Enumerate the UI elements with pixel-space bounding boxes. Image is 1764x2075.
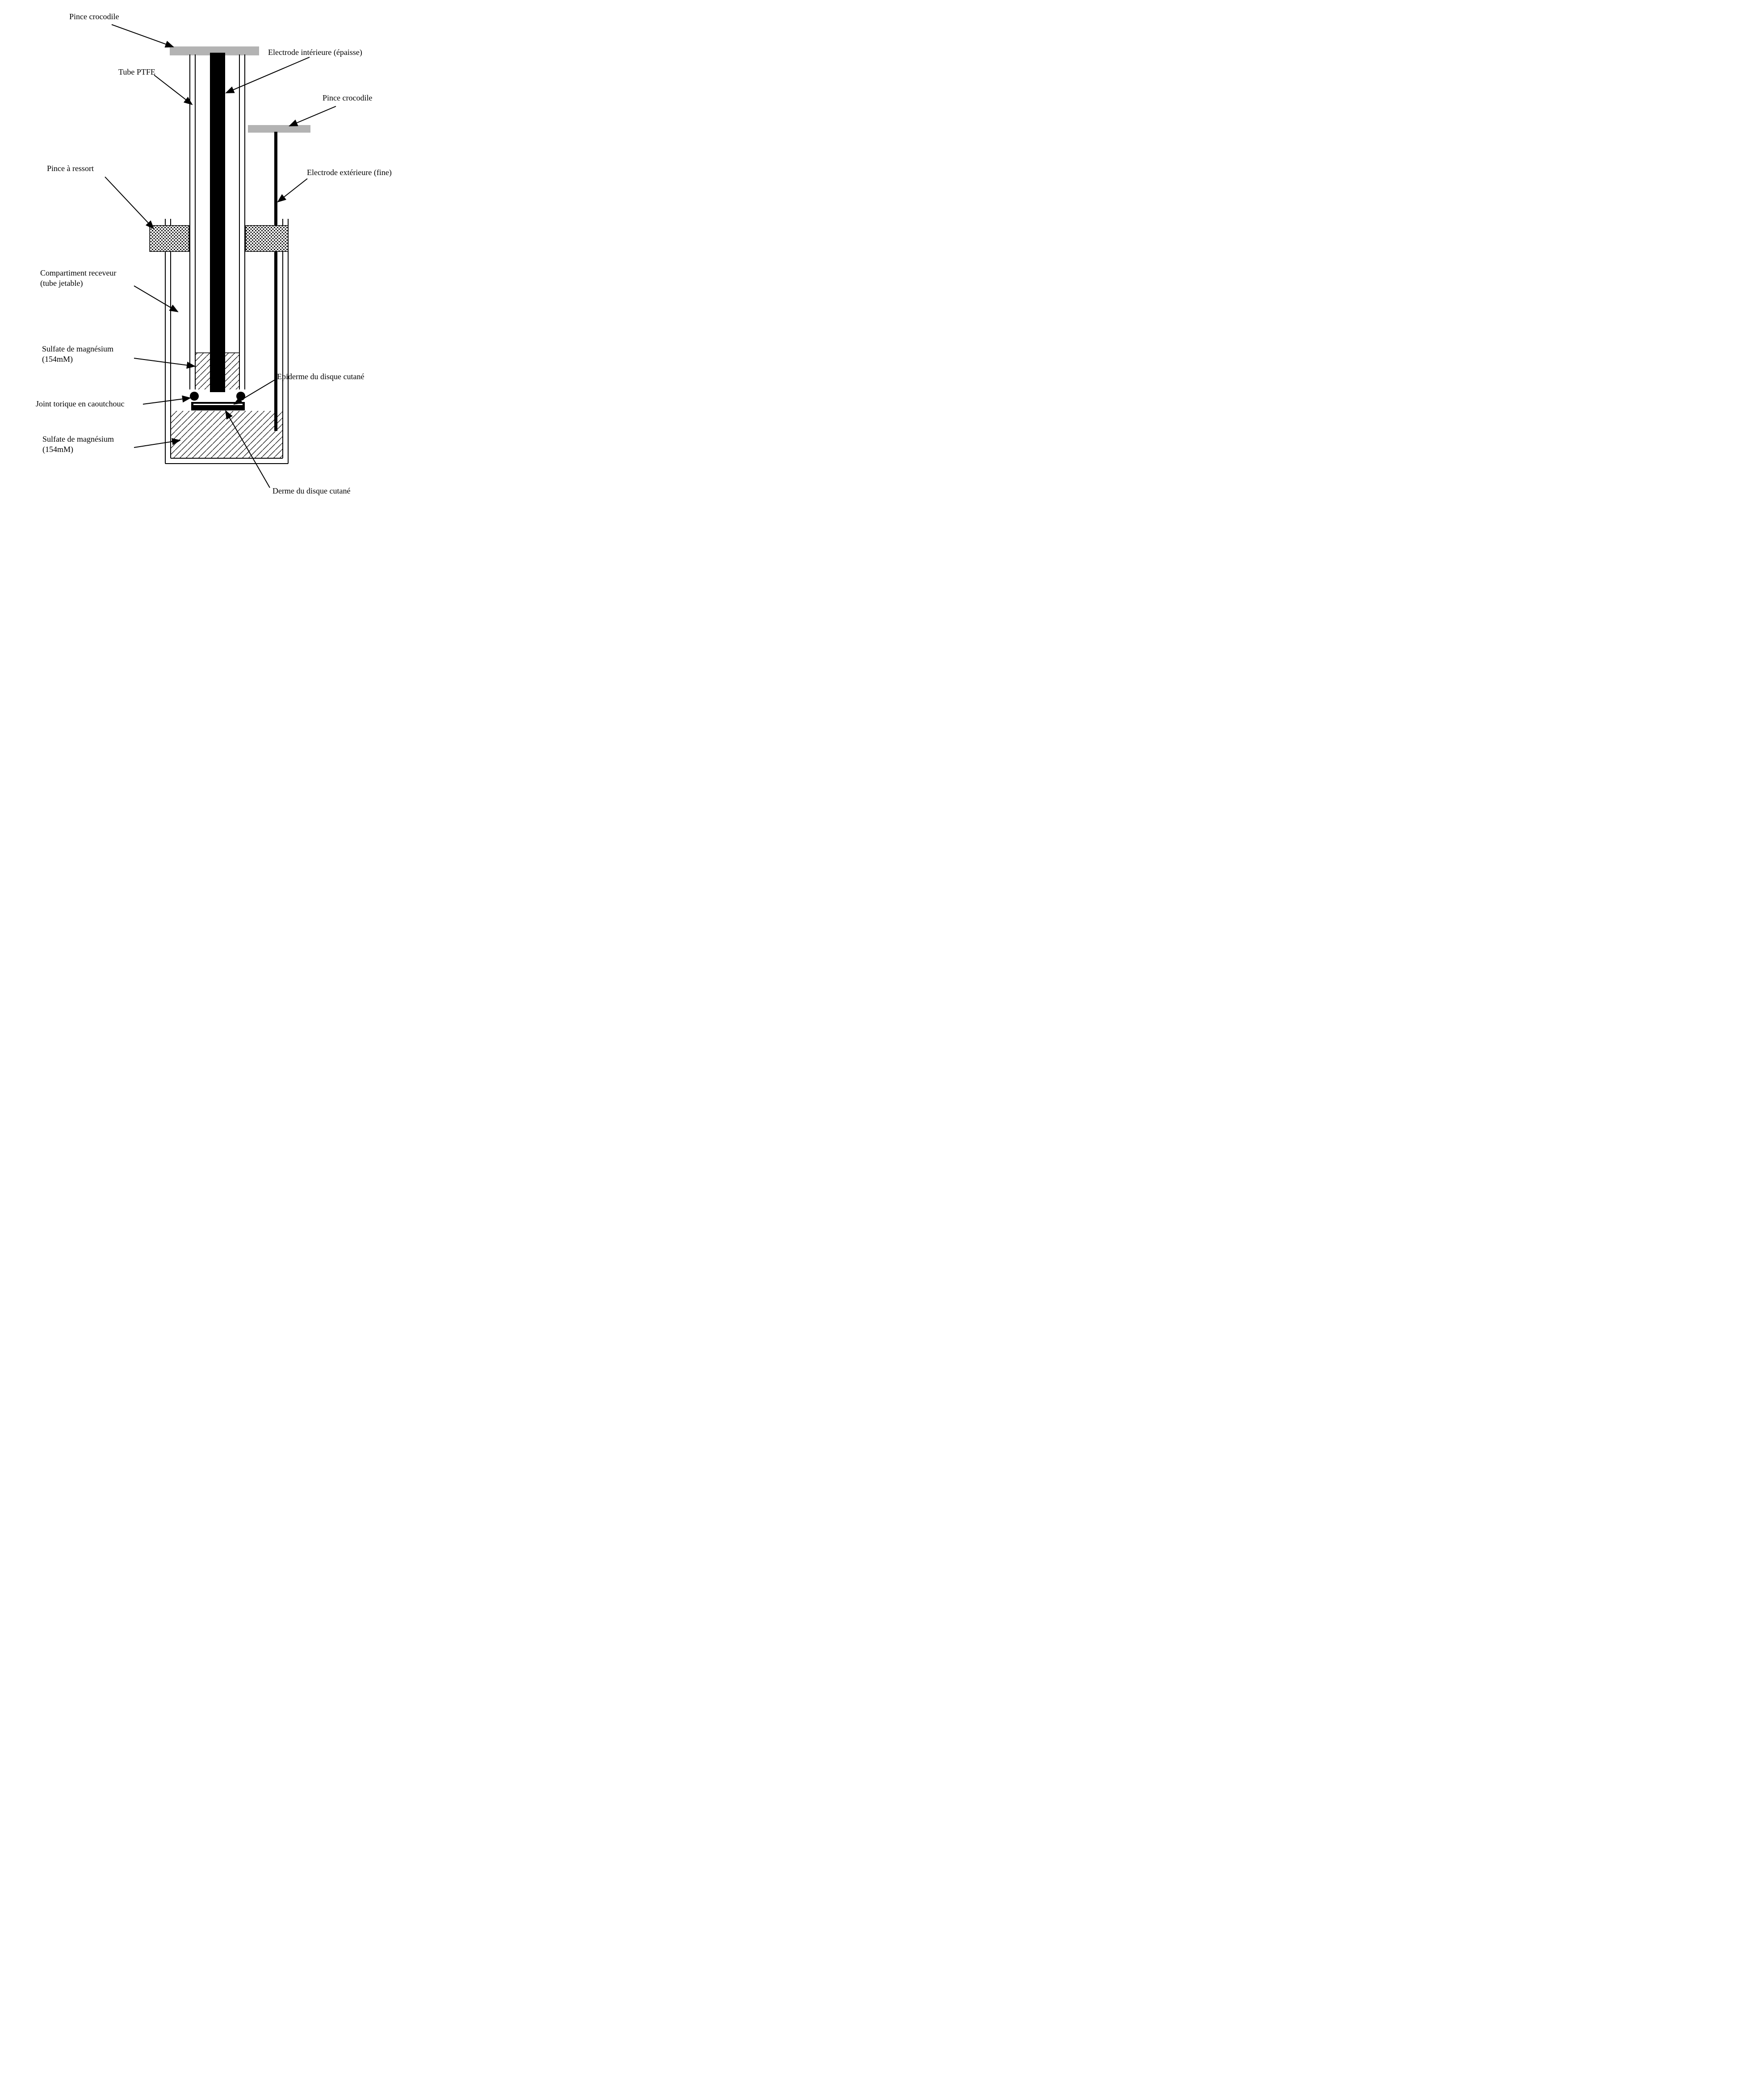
label-electrode-exterieure: Electrode extérieure (fine) bbox=[307, 167, 392, 178]
spring-clamp-left bbox=[150, 226, 189, 251]
oring-right bbox=[236, 392, 245, 401]
label-pince-crocodile-1: Pince crocodile bbox=[69, 12, 119, 22]
label-derme: Derme du disque cutané bbox=[272, 486, 350, 496]
outer-electrode bbox=[274, 132, 277, 431]
croc-clip-right bbox=[248, 125, 310, 133]
label-joint-torique: Joint torique en caoutchouc bbox=[36, 399, 124, 409]
inner-electrode bbox=[210, 53, 225, 392]
label-epiderme: Epiderme du disque cutané bbox=[277, 372, 364, 382]
label-pince-crocodile-2: Pince crocodile bbox=[323, 93, 372, 103]
label-tube-ptfe: Tube PTFE bbox=[118, 67, 155, 77]
label-sulfate-magnesium-1: Sulfate de magnésium (154mM) bbox=[42, 344, 113, 365]
spring-clamp-right bbox=[246, 226, 288, 251]
label-electrode-interieure: Electrode intérieure (épaisse) bbox=[268, 47, 362, 58]
solution-upper-hatch bbox=[225, 353, 239, 389]
solution-lower-hatch bbox=[171, 411, 283, 458]
label-compartiment-receveur: Compartiment receveur (tube jetable) bbox=[40, 268, 116, 289]
label-sulfate-magnesium-2: Sulfate de magnésium (154mM) bbox=[42, 434, 114, 455]
skin-disc-dermis bbox=[193, 405, 243, 410]
oring-left bbox=[190, 392, 199, 401]
label-pince-a-ressort: Pince à ressort bbox=[47, 163, 94, 174]
solution-upper-hatch bbox=[195, 353, 210, 389]
